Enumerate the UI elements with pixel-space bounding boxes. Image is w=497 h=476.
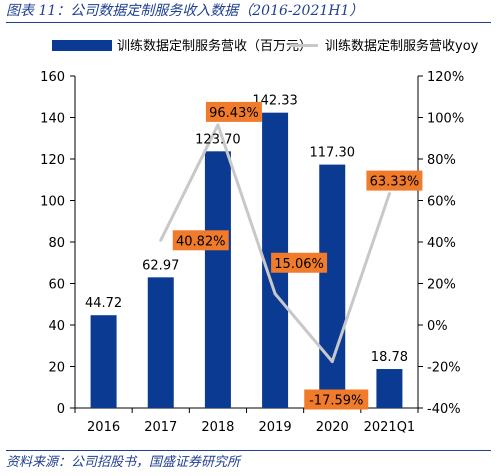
yoy-point: [330, 359, 334, 363]
bar-value-label: 44.72: [85, 296, 122, 311]
bar: [376, 369, 403, 408]
y-right-tick-label: 20%: [427, 278, 456, 293]
bar-value-label: 117.30: [310, 146, 356, 161]
plot-area: 0 20 40 60 80 100 120 140 160 -40% -20% 0% 20% 40% 60%…: [40, 70, 464, 435]
bar: [204, 151, 231, 408]
y-left-tick-label: 160: [40, 70, 65, 85]
y-right-tick-label: 60%: [427, 195, 456, 210]
bar-value-label: 142.33: [252, 94, 298, 109]
y-left-tick-label: 60: [48, 278, 65, 293]
y-left-tick-label: 140: [40, 112, 65, 127]
yoy-label-box: [304, 389, 369, 410]
bar: [319, 164, 346, 408]
x-tick-label: 2016: [87, 420, 120, 435]
y-right-tick-label: 0%: [427, 319, 448, 334]
y-left-tick-label: 20: [48, 361, 65, 376]
yoy-point: [159, 238, 163, 242]
y-left-tick-label: 80: [48, 236, 65, 251]
legend-swatch-bar: [52, 40, 112, 51]
y-left-tick-label: 100: [40, 195, 65, 210]
bar-value-label: 62.97: [142, 258, 179, 273]
legend-label-line: 训练数据定制服务营收yoy: [325, 38, 479, 54]
yoy-point: [216, 123, 220, 127]
bar-value-label: 123.70: [195, 132, 241, 147]
yoy-label-box: [366, 170, 423, 191]
y-right-tick-label: 40%: [427, 236, 456, 251]
x-tick-label: 2017: [144, 420, 177, 435]
legend-label-bar: 训练数据定制服务营收（百万元）: [117, 38, 312, 54]
yoy-label: 15.06%: [274, 257, 324, 272]
y-left-tick-label: 0: [57, 402, 65, 417]
yoy-point: [387, 192, 391, 196]
x-tick-label: 2018: [201, 420, 234, 435]
y-left-tick-label: 120: [40, 153, 65, 168]
revenue-chart: 训练数据定制服务营收（百万元） 训练数据定制服务营收yoy 0 20 40 60 80 1…: [40, 38, 479, 435]
yoy-label: -17.59%: [309, 393, 363, 408]
y-right-tick-label: 120%: [427, 70, 464, 85]
yoy-label: 96.43%: [209, 106, 259, 121]
y-right-tick-label: -40%: [427, 402, 461, 417]
yoy-label: 40.82%: [176, 234, 226, 249]
y-right-tick-label: 80%: [427, 153, 456, 168]
yoy-label-box: [271, 252, 328, 273]
bar: [90, 315, 117, 408]
chart-legend: 训练数据定制服务营收（百万元） 训练数据定制服务营收yoy: [52, 38, 479, 54]
x-tick-label: 2020: [316, 420, 349, 435]
bar: [147, 277, 174, 408]
source-rule: [6, 450, 491, 451]
caption-rule: [6, 22, 491, 23]
y-right-tick-label: 100%: [427, 112, 464, 127]
bar-value-label: 18.78: [371, 350, 408, 365]
figure-caption: 图表 11：公司数据定制服务收入数据（2016-2021H1）: [6, 3, 364, 19]
figure-source: 资料来源：公司招股书，国盛证券研究所: [6, 455, 241, 470]
y-right-tick-label: -20%: [427, 361, 461, 376]
yoy-label-box: [205, 101, 262, 122]
y-left-tick-label: 40: [48, 319, 65, 334]
yoy-label-box: [172, 230, 229, 251]
yoy-label: 63.33%: [370, 175, 420, 190]
x-tick-label: 2019: [259, 420, 292, 435]
x-tick-label: 2021Q1: [364, 420, 416, 435]
yoy-point: [273, 292, 277, 296]
